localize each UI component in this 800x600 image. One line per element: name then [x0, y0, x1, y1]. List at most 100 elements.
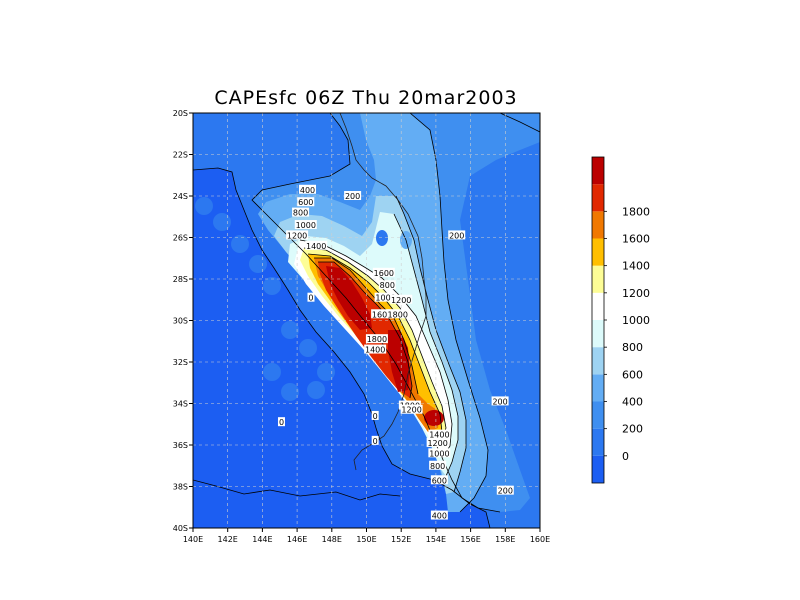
colorbar-tick-label: 1400 [622, 260, 650, 273]
contour-label: 200 [448, 230, 466, 240]
field-pocket-a [376, 230, 388, 246]
contour-label: 800 [429, 460, 447, 471]
svg-text:0: 0 [373, 412, 378, 421]
colorbar-segment [592, 428, 604, 456]
contour-label: 1000 [374, 292, 397, 303]
svg-text:1000: 1000 [296, 221, 316, 230]
svg-text:0: 0 [373, 437, 378, 446]
colorbar-segment [592, 265, 604, 293]
colorbar-tick-label: 200 [622, 423, 643, 436]
svg-text:1400: 1400 [429, 431, 449, 440]
svg-text:800: 800 [380, 281, 395, 290]
colorbar-segment [592, 374, 604, 402]
y-tick-label: 34S [173, 400, 188, 409]
y-tick-label: 40S [173, 524, 188, 533]
contour-label: 1200 [426, 437, 449, 448]
svg-text:200: 200 [492, 397, 507, 406]
colorbar-segment [592, 292, 604, 320]
contour-label: 0 [371, 410, 379, 421]
svg-text:200: 200 [498, 487, 513, 496]
contour-label: 600 [430, 475, 448, 485]
y-tick-label: 24S [173, 192, 188, 201]
svg-text:1000: 1000 [429, 449, 449, 458]
colorbar-tick-label: 1800 [622, 205, 650, 218]
colorbar-segment [592, 238, 604, 266]
svg-text:1400: 1400 [306, 242, 326, 251]
svg-text:600: 600 [298, 198, 313, 207]
contour-label: 400 [430, 510, 448, 521]
colorbar-segment [592, 455, 604, 483]
chart-grid [193, 113, 540, 528]
y-tick-label: 22S [173, 151, 188, 160]
y-tick-label: 38S [173, 483, 188, 492]
contour-label: 0 [371, 435, 379, 446]
colorbar-segment [592, 401, 604, 429]
x-tick-label: 144E [252, 535, 272, 544]
svg-text:200: 200 [345, 192, 360, 201]
svg-text:200: 200 [449, 231, 464, 240]
colorbar-segment [592, 347, 604, 375]
svg-text:1200: 1200 [287, 231, 307, 240]
x-tick-label: 156E [460, 535, 480, 544]
svg-text:1200: 1200 [427, 439, 447, 448]
svg-text:400: 400 [300, 186, 315, 195]
x-tick-label: 146E [287, 535, 307, 544]
contour-label: 1000 [428, 448, 451, 458]
colorbar-tick-label: 800 [622, 341, 643, 354]
contour-label: 1600 [371, 309, 394, 319]
colorbar-segment [592, 320, 604, 348]
y-tick-label: 20S [173, 109, 188, 118]
contour-label: 1000 [294, 220, 317, 230]
colorbar-tick-label: 0 [622, 450, 629, 463]
svg-text:1600: 1600 [372, 310, 392, 319]
contour-label: 1400 [428, 429, 451, 440]
x-axis: 140E 142E 144E 146E 148E 150E 152E 154E 156E 158E… [183, 528, 550, 544]
y-axis: 20S 22S 24S 26S 28S 30S 32S 34S 36S 38S 40S [173, 109, 193, 533]
x-tick-label: 160E [530, 535, 550, 544]
y-tick-label: 26S [173, 234, 188, 243]
contour-label: 800 [378, 280, 396, 290]
contour-label: 1200 [286, 230, 309, 240]
contour-label: 1200 [390, 294, 413, 305]
contour-label: 600 [297, 197, 315, 207]
contour-label: 1400 [364, 344, 387, 355]
contour-label: 200 [344, 191, 362, 201]
colorbar-tick-label: 600 [622, 368, 643, 381]
x-tick-label: 158E [495, 535, 515, 544]
contour-label: 400 [299, 184, 317, 195]
y-tick-label: 30S [173, 317, 188, 326]
colorbar-tick-label: 400 [622, 396, 643, 409]
contour-label: 1400 [305, 240, 328, 251]
x-tick-label: 142E [218, 535, 238, 544]
svg-text:1200: 1200 [401, 406, 421, 415]
svg-text:800: 800 [430, 462, 445, 471]
y-tick-label: 28S [173, 275, 188, 284]
contour-label: 200 [496, 485, 514, 496]
colorbar-segment [592, 184, 604, 212]
colorbar: 0 200 400 600 800 1000 1200 1400 1600 1800 [591, 156, 650, 484]
x-tick-label: 150E [356, 535, 376, 544]
svg-text:1200: 1200 [391, 296, 411, 305]
contour-label: 1600 [372, 267, 395, 278]
field-band-spots [195, 197, 335, 401]
colorbar-tick-label: 1000 [622, 314, 650, 327]
x-tick-label: 152E [391, 535, 411, 544]
colorbar-segment [592, 157, 604, 185]
x-tick-label: 154E [426, 535, 446, 544]
svg-text:1600: 1600 [374, 269, 394, 278]
coastline [339, 113, 427, 471]
contour-label: 0 [307, 292, 315, 303]
contour-lines [193, 113, 540, 528]
svg-text:800: 800 [293, 209, 308, 218]
contour-labels: 4006008002001000120014002001600080010001… [277, 184, 514, 521]
contour-label: 800 [292, 207, 310, 218]
x-tick-label: 148E [322, 535, 342, 544]
contour-label: 0 [277, 417, 285, 427]
y-tick-label: 36S [173, 441, 188, 450]
svg-text:400: 400 [432, 512, 447, 521]
x-tick-label: 140E [183, 535, 203, 544]
contour-label: 1800 [386, 309, 409, 319]
chart-title: CAPEsfc 06Z Thu 20mar2003 [214, 87, 517, 109]
colorbar-tick-label: 1200 [622, 287, 650, 300]
